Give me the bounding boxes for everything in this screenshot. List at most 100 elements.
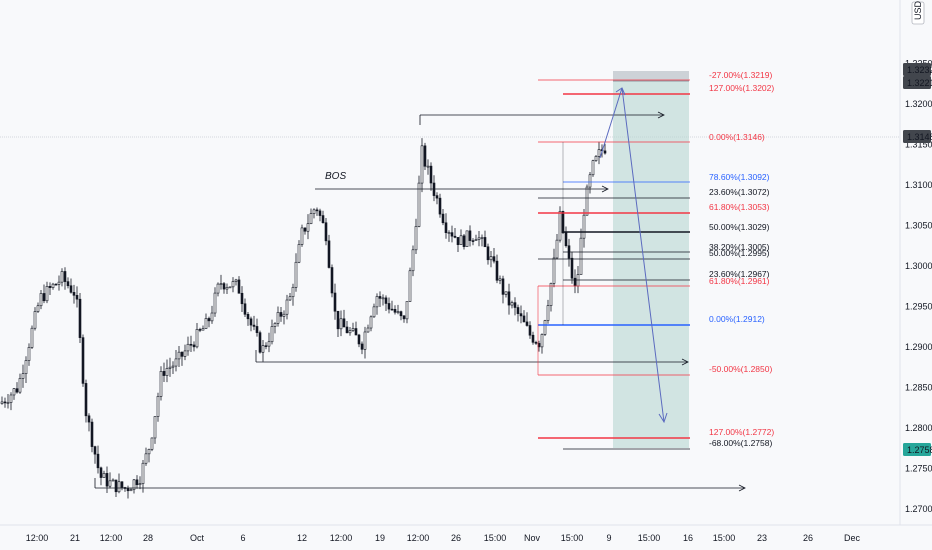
fib-level-label: 78.60%(1.3092) [709,172,770,182]
candle-up [372,306,376,318]
candle-up [300,227,304,245]
candle-down [198,329,202,331]
candle-up [216,283,220,294]
time-tick-label: 15:00 [713,533,736,543]
candle-down [513,302,517,308]
candle-up [225,287,229,290]
candle-up [477,237,481,240]
price-axis[interactable]: 1.32501.32001.31501.31001.30501.30001.29… [903,59,932,514]
candle-up [489,256,493,261]
candle-up [27,347,31,361]
time-tick-label: 26 [803,533,813,543]
price-badge-label: 1.3221 [907,78,932,88]
candle-down [462,235,466,247]
candle-down [249,318,253,326]
candle-down [483,237,487,248]
time-tick-label: 15:00 [638,533,661,543]
fib-level-label: 50.00%(1.3029) [709,222,770,232]
candle-up [111,479,115,482]
candle-down [324,222,328,242]
price-badge[interactable] [903,443,931,456]
candle-down [441,213,445,224]
bos-line-head [601,185,609,193]
time-tick-label: 28 [143,533,153,543]
drawings-layer[interactable] [0,71,900,492]
bos-label: BOS [325,171,346,182]
candle-down [492,256,496,262]
candle-down [486,246,490,261]
candle-down [78,298,82,338]
candle-up [186,343,190,352]
candle-up [447,232,451,234]
time-tick-label: 19 [375,533,385,543]
stop-loss-zone[interactable] [613,71,689,81]
candle-up [213,292,217,314]
candle-up [465,230,469,247]
candle-down [237,279,241,294]
candle-up [381,297,385,300]
candle-down [180,351,184,357]
take-profit-zone[interactable] [613,81,689,448]
time-tick-label: 12:00 [100,533,123,543]
candle-up [129,489,133,492]
price-badge[interactable] [903,76,931,89]
time-tick-label: Oct [190,533,205,543]
candle-down [516,307,520,314]
candle-up [585,186,589,216]
chart-background [0,0,900,525]
time-tick-label: 16 [683,533,693,543]
price-badge[interactable] [903,130,931,143]
candle-down [240,292,244,305]
candle-down [48,285,52,288]
candle-up [579,237,583,275]
candle-up [498,278,502,281]
candle-down [99,467,103,478]
candle-up [138,483,142,486]
candle-up [291,287,295,298]
candle-up [33,311,37,329]
candle-up [591,160,595,176]
candle-up [552,257,556,284]
price-tick-label: 1.3200 [905,99,932,109]
fib-level-label: -68.00%(1.2758) [709,438,772,448]
price-badge[interactable] [903,63,931,76]
candle-up [555,239,559,259]
candle-down [105,473,109,487]
candle-down [429,165,433,184]
candle-up [267,341,271,347]
currency-badge[interactable]: USD [911,0,925,25]
price-badge-label: 1.3148 [907,132,932,142]
candle-down [438,197,442,215]
time-tick-label: 21 [70,533,80,543]
price-tick-label: 1.2850 [905,382,932,392]
candle-down [192,344,196,348]
candle-down [528,325,532,336]
candle-down [423,145,427,167]
candle-up [375,296,379,308]
candle-up [261,345,265,353]
candle-down [402,315,406,320]
candle-down [318,210,322,216]
candle-down [126,488,130,492]
structure-line-low-head [738,484,746,492]
candle-up [558,211,562,241]
fib-level-label: 23.60%(1.3072) [709,187,770,197]
candle-up [51,283,55,288]
candle-up [108,480,112,487]
candle-down [390,308,394,311]
candle-down [507,291,511,306]
candle-up [195,329,199,348]
candle-up [174,358,178,367]
candle-down [330,267,334,294]
candle-down [333,292,337,312]
candle-down [3,401,7,404]
candle-up [24,360,28,374]
candle-up [147,449,151,455]
fib-level-label: 50.00%(1.2995) [709,248,770,258]
candle-up [405,301,409,320]
structure-line-mid-head [681,358,689,366]
candle-down [279,312,283,317]
time-axis[interactable]: 12:00 21 12:00 28 Oct 6 12 12:00 19 12:00 26 15:00 N… [26,533,861,543]
time-tick-label: 23 [757,533,767,543]
